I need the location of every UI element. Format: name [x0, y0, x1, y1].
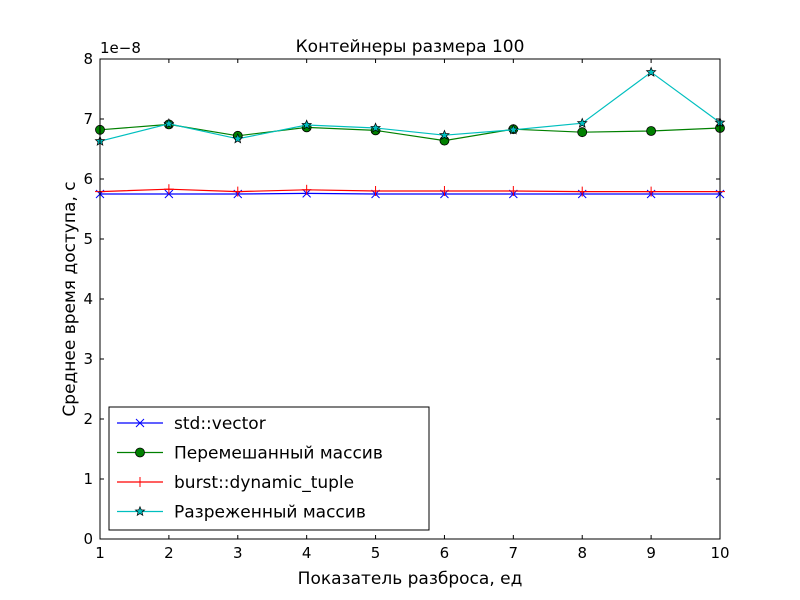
- data-point-sparse: [438, 129, 450, 140]
- data-point-sparse: [645, 66, 657, 77]
- data-point-dynamic-tuple: [439, 186, 450, 196]
- x-tick-label: 1: [95, 544, 105, 562]
- x-tick-label: 2: [164, 544, 174, 562]
- data-point-dynamic-tuple: [370, 186, 381, 196]
- data-point-dynamic-tuple: [508, 186, 519, 196]
- x-tick-label: 8: [577, 544, 587, 562]
- y-tick-label: 5: [83, 230, 93, 248]
- y-tick-label: 3: [83, 350, 93, 368]
- legend-label-dynamic-tuple: burst::dynamic_tuple: [174, 473, 354, 493]
- series-shuffled: [95, 119, 725, 146]
- y-tick-label: 1: [83, 470, 93, 488]
- legend-marker-vector: [135, 418, 145, 428]
- data-point-dynamic-tuple: [301, 184, 312, 195]
- legend-item-vector: std::vector: [117, 414, 266, 434]
- y-tick-label: 4: [83, 290, 93, 308]
- plot-area: [94, 66, 726, 199]
- y-tick-label: 8: [83, 50, 93, 68]
- y-tick-label: 6: [83, 170, 93, 188]
- data-point-shuffled: [646, 126, 657, 136]
- data-point-sparse: [232, 133, 244, 144]
- series-line-sparse: [99, 71, 721, 142]
- legend-label-shuffled: Перемешанный массив: [174, 444, 383, 464]
- data-point-sparse: [370, 122, 382, 133]
- y-axis-label: Среднее время доступа, с: [60, 181, 80, 416]
- data-point-shuffled: [577, 127, 588, 138]
- x-axis-label: Показатель разброса, ед: [298, 569, 523, 589]
- x-tick-label: 9: [646, 544, 656, 562]
- series-sparse: [94, 66, 726, 146]
- x-tick-label: 7: [509, 544, 519, 562]
- data-point-sparse: [163, 118, 175, 129]
- series-line-vector: [100, 192, 720, 195]
- x-tick-label: 3: [233, 544, 243, 562]
- legend-label-vector: std::vector: [174, 414, 266, 434]
- x-tick-label: 4: [302, 544, 312, 562]
- series-line-shuffled: [99, 123, 721, 142]
- data-point-sparse: [301, 119, 313, 130]
- data-point-dynamic-tuple: [577, 186, 588, 197]
- x-tick-label: 6: [440, 544, 450, 562]
- data-point-dynamic-tuple: [163, 184, 174, 195]
- data-point-sparse: [507, 124, 519, 135]
- y-tick-label: 2: [83, 410, 93, 428]
- legend-item-dynamic-tuple: burst::dynamic_tuple: [117, 473, 354, 493]
- legend-marker-dynamic-tuple: [135, 477, 145, 487]
- data-point-dynamic-tuple: [232, 186, 243, 197]
- chart-title: Контейнеры размера 100: [296, 37, 525, 57]
- legend-marker-shuffled: [135, 447, 145, 458]
- series-line-dynamic-tuple: [99, 188, 720, 193]
- legend-item-sparse: Разреженный массив: [117, 503, 366, 523]
- data-point-dynamic-tuple: [646, 186, 657, 197]
- x-tick-label: 5: [371, 544, 381, 562]
- legend-label-sparse: Разреженный массив: [174, 503, 366, 523]
- legend-marker-sparse: [134, 505, 146, 517]
- legend-item-shuffled: Перемешанный массив: [117, 444, 383, 464]
- y-axis-multiplier: 1e−8: [100, 39, 141, 57]
- y-tick-label: 7: [83, 110, 93, 128]
- x-tick-label: 10: [710, 544, 729, 562]
- legend-frame: [108, 406, 430, 531]
- series-dynamic-tuple: [95, 184, 725, 197]
- y-tick-label: 0: [83, 530, 93, 548]
- data-point-sparse: [576, 117, 588, 128]
